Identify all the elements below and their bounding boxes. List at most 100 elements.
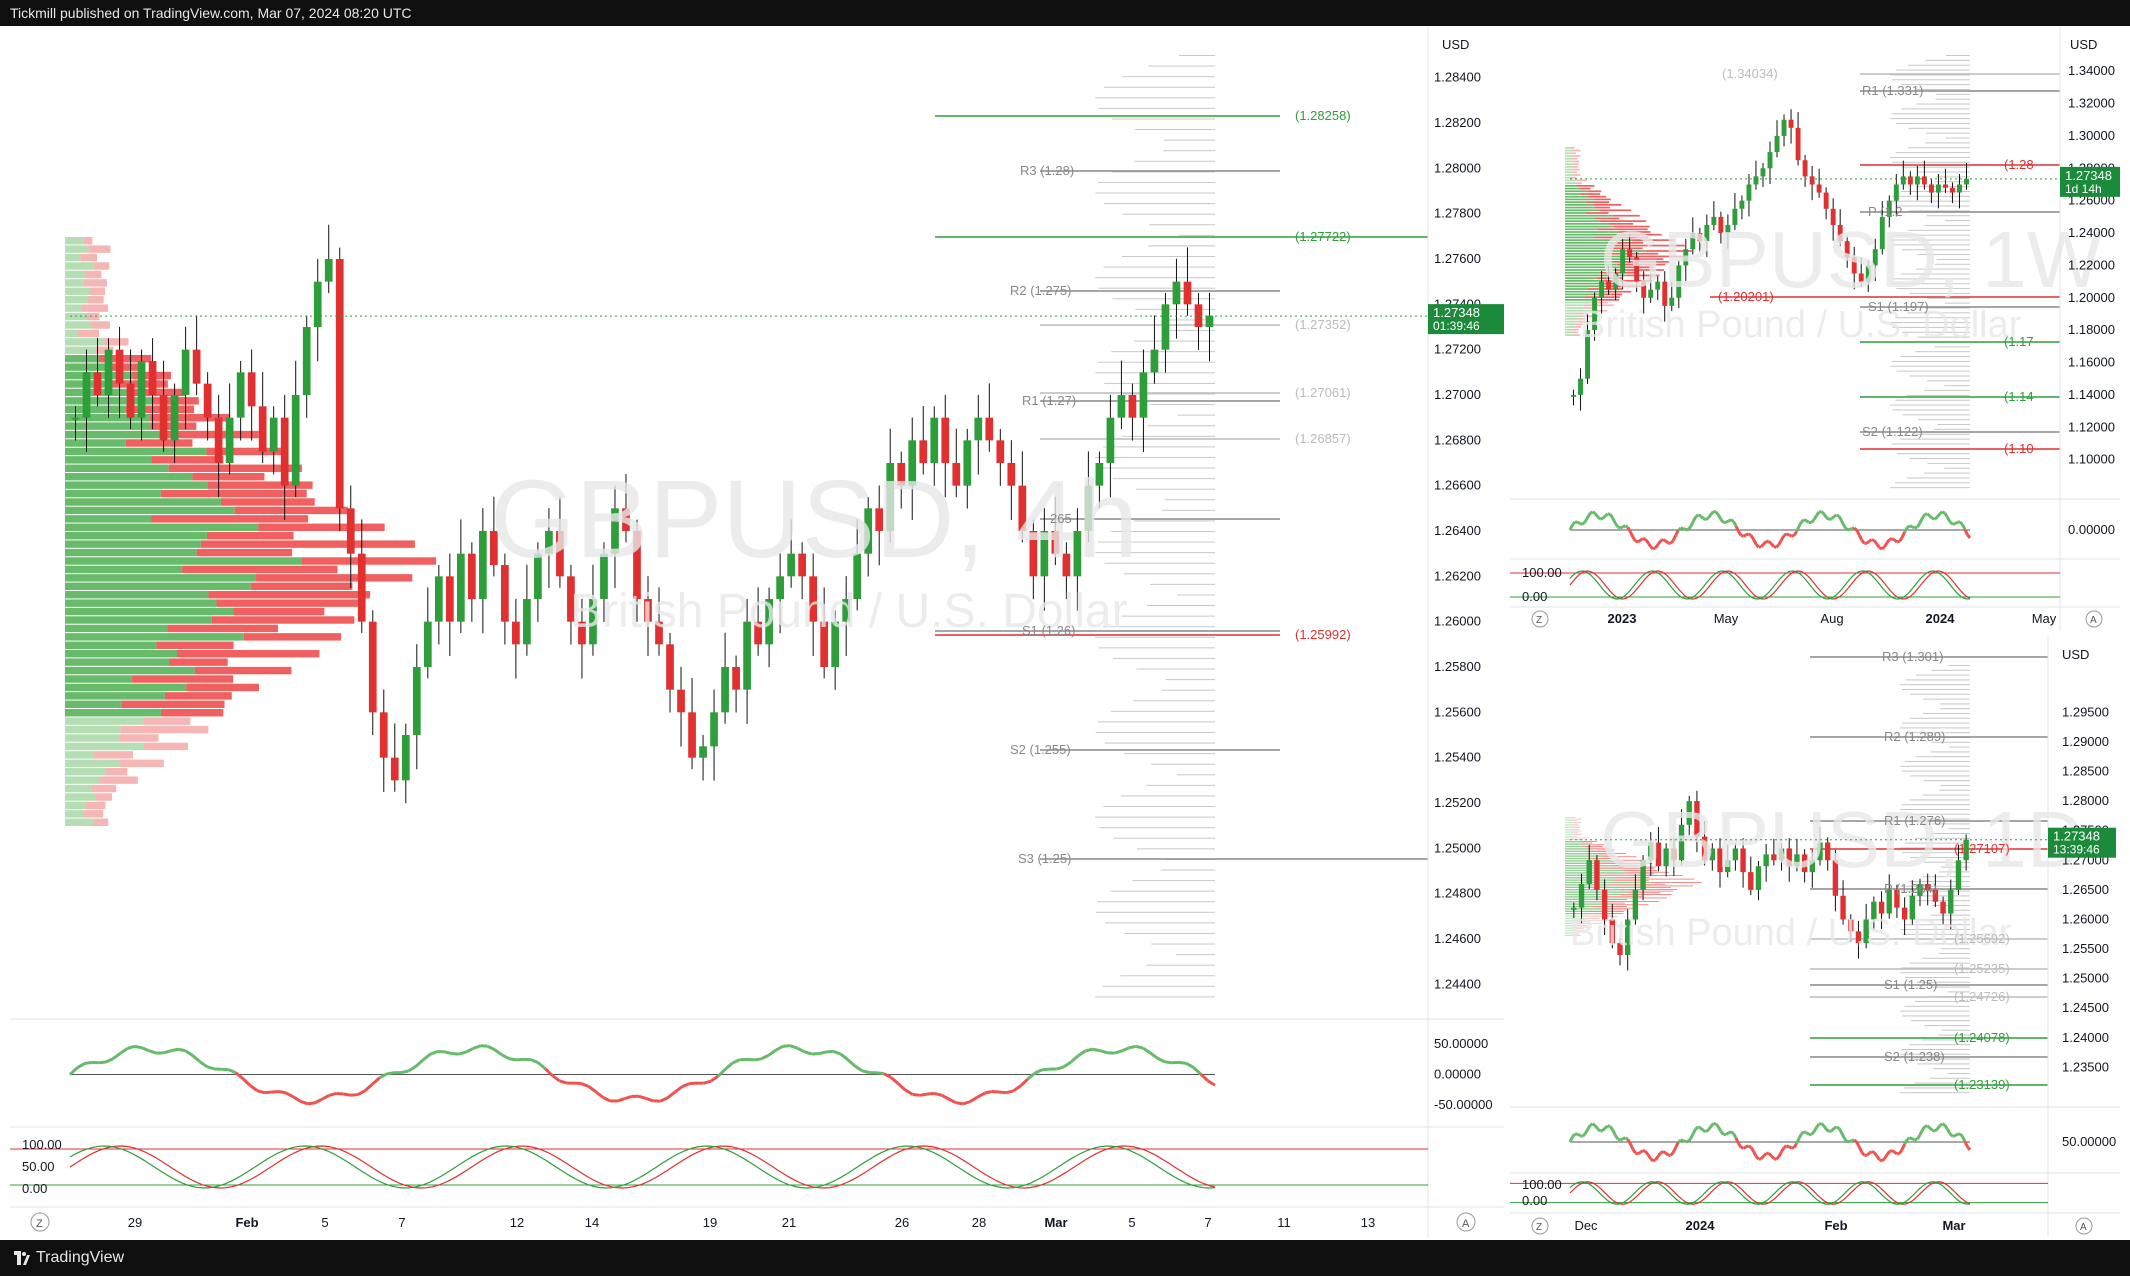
pivot-level-label: (1.14 xyxy=(2004,389,2034,404)
oscillator-line-segment xyxy=(1791,1146,1795,1150)
volume-profile-bar xyxy=(65,439,126,447)
main-chart-panel[interactable]: GBPUSD, 4h British Pound / U.S. Dollar (… xyxy=(10,27,1504,1237)
volume-profile-bar xyxy=(1565,147,1572,149)
candle-body xyxy=(379,712,388,758)
price-axis-tick: 1.27800 xyxy=(1434,206,1481,221)
oscillator-line-segment xyxy=(962,1100,971,1106)
candle-body xyxy=(412,667,421,735)
right-volume-profile-bar xyxy=(1924,307,1970,309)
right-volume-profile-bar xyxy=(1900,765,1970,767)
volume-profile-bar xyxy=(1565,176,1570,179)
oscillator-line-segment xyxy=(703,1079,712,1085)
volume-profile-bar xyxy=(1587,858,1612,859)
daily-a-button[interactable]: A xyxy=(2080,1222,2087,1233)
pivot-level-label: (1.26857) xyxy=(1295,431,1351,446)
candle-body xyxy=(1957,184,1962,193)
right-volume-profile-bar xyxy=(1900,190,1970,192)
right-volume-profile-bar xyxy=(1098,467,1215,469)
volume-profile-bar xyxy=(149,414,230,422)
volume-profile-bar xyxy=(65,481,208,489)
right-volume-profile-bar xyxy=(1938,953,1970,954)
oscillator-line-segment xyxy=(753,1057,762,1062)
candle-body xyxy=(1795,127,1801,161)
volume-profile-bar xyxy=(1565,911,1586,912)
volume-profile-bar xyxy=(207,481,313,489)
volume-profile-bar xyxy=(1565,261,1615,263)
candle-body xyxy=(1893,184,1899,201)
main-a-button[interactable]: A xyxy=(1462,1218,1470,1230)
candle-body xyxy=(1865,265,1871,282)
oscillator-line-segment xyxy=(1928,1126,1934,1132)
oscillator-line-segment xyxy=(530,1058,539,1065)
right-volume-profile-bar xyxy=(1177,414,1215,416)
oscillator-line-segment xyxy=(1056,1065,1065,1071)
right-volume-profile-bar xyxy=(1112,478,1215,480)
oscillator-line-segment xyxy=(1961,523,1967,531)
pivot-level-label: (1.25992) xyxy=(1295,627,1351,642)
candle-body xyxy=(1942,184,1948,188)
oscillator-line-segment xyxy=(1617,1137,1621,1142)
oscillator-line-segment xyxy=(1740,533,1745,538)
oscillator-line-segment xyxy=(486,1044,496,1052)
volume-profile-bar xyxy=(1565,919,1594,921)
volume-profile-bar xyxy=(1616,263,1666,266)
right-volume-profile-bar xyxy=(1892,326,1970,328)
oscillator-line-segment xyxy=(148,1049,157,1055)
daily-z-button[interactable]: Z xyxy=(1536,1222,1542,1233)
right-volume-profile-bar xyxy=(1937,424,1970,426)
candle-body xyxy=(225,417,234,463)
right-volume-profile-bar xyxy=(1176,954,1215,956)
weekly-chart-panel[interactable]: GBPUSD, 1W British Pound / U.S. Dollar (… xyxy=(1510,27,2120,631)
volume-profile-bar xyxy=(1613,225,1650,228)
volume-profile-bar xyxy=(1565,921,1576,923)
candle-body xyxy=(864,508,873,554)
daily-chart-panel[interactable]: GBPUSD, 1D British Pound / U.S. Dollar R… xyxy=(1510,637,2120,1237)
right-volume-profile-bar xyxy=(1890,283,1970,285)
time-axis-tick: 21 xyxy=(782,1215,796,1230)
price-axis-tick: 1.26800 xyxy=(1434,432,1481,447)
volume-profile-bar xyxy=(1587,288,1623,290)
time-axis-tick: Aug xyxy=(1820,611,1843,626)
weekly-a-button[interactable]: A xyxy=(2090,615,2097,626)
weekly-z-button[interactable]: Z xyxy=(1536,615,1542,626)
volume-profile-bar xyxy=(1565,168,1571,171)
right-volume-profile-bar xyxy=(1095,456,1215,458)
volume-profile-bar xyxy=(65,329,77,338)
oscillator-line-segment xyxy=(1624,524,1629,529)
price-axis-tick: 1.24600 xyxy=(1434,931,1481,946)
oscillator-line-segment xyxy=(1788,533,1793,538)
right-volume-profile-bar xyxy=(1908,1044,1970,1046)
main-chart-svg[interactable]: GBPUSD, 4h British Pound / U.S. Dollar (… xyxy=(10,27,1504,1237)
weekly-chart-svg[interactable]: GBPUSD, 1W British Pound / U.S. Dollar (… xyxy=(1510,27,2120,631)
oscillator-line-segment xyxy=(1954,521,1959,526)
oscillator-line-segment xyxy=(1893,538,1898,544)
volume-profile-bar xyxy=(1614,261,1670,263)
pivot-level-label: 265 xyxy=(1050,511,1072,526)
right-volume-profile-bar xyxy=(1909,458,1970,460)
oscillator-line-segment xyxy=(1659,538,1664,543)
oscillator-line-segment xyxy=(1825,516,1831,521)
right-volume-profile-bar xyxy=(1110,710,1215,712)
candle-body xyxy=(1786,848,1792,867)
oscillator-line-segment xyxy=(1785,532,1790,537)
oscillator-line-segment xyxy=(1120,1046,1130,1053)
volume-profile-bar xyxy=(1565,301,1592,304)
candle-body xyxy=(1617,943,1623,955)
volume-profile-bar xyxy=(81,304,109,312)
candle-body xyxy=(1686,801,1692,825)
volume-profile-bar xyxy=(1565,854,1597,856)
volume-profile-bar xyxy=(1603,902,1625,904)
right-volume-profile-bar xyxy=(1924,1025,1970,1026)
candle-body xyxy=(1886,200,1892,217)
volume-profile-bar xyxy=(65,591,209,599)
candle-body xyxy=(126,383,135,418)
oscillator-line-segment xyxy=(731,1058,741,1065)
daily-chart-svg[interactable]: GBPUSD, 1D British Pound / U.S. Dollar R… xyxy=(1510,637,2120,1237)
main-z-button[interactable]: Z xyxy=(36,1218,43,1230)
pivot-level-label: R1 (1.27) xyxy=(1022,393,1076,408)
oscillator-line-segment xyxy=(1891,1149,1896,1154)
volume-profile-bar xyxy=(88,245,111,253)
candle-body xyxy=(390,757,399,781)
volume-profile-bar xyxy=(250,582,353,590)
volume-profile-bar xyxy=(1581,846,1603,847)
